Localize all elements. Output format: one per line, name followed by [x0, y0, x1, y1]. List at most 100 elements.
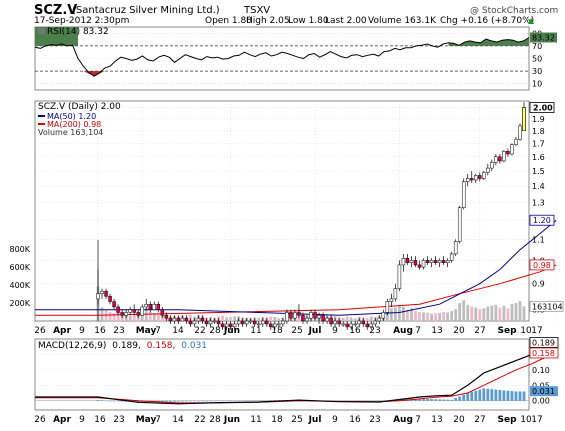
price-tick-label: 1.6: [532, 153, 545, 162]
macd-hist-bar: [136, 400, 140, 403]
rsi-last-value: 83.32: [532, 34, 555, 43]
x-axis-top-label: 27: [474, 326, 485, 336]
macd-hist-bar: [120, 400, 124, 402]
volume-bar: [128, 315, 132, 321]
candle-body: [228, 323, 233, 328]
candle-body: [361, 320, 365, 325]
volume-bar: [100, 307, 104, 321]
macd-hist-bar: [233, 400, 237, 402]
volume-bar: [478, 309, 482, 321]
company-name: (Santacruz Silver Mining Ltd.): [72, 5, 220, 16]
macd-hist-bar: [209, 400, 212, 402]
candle-body: [108, 296, 112, 302]
volume-bar: [510, 303, 514, 321]
candle-body: [445, 260, 450, 263]
macd-hist-bar: [502, 390, 506, 401]
macd-hist-bar: [229, 400, 233, 402]
x-axis-top-label: 10: [520, 326, 532, 336]
volume-label: Volume 163,104: [38, 128, 103, 137]
macd-label: MACD(12,26,9) 0.189, 0.158, 0.031: [38, 341, 207, 351]
price-tick-label: 1.4: [532, 182, 545, 191]
candle-body: [128, 309, 132, 313]
macd-hist-bar: [249, 400, 253, 402]
candle-body: [136, 312, 140, 316]
x-axis-bottom-label: Aug: [393, 415, 413, 425]
macd-hist-bar: [261, 400, 265, 401]
candle-body: [425, 260, 430, 263]
x-axis-top-label: May: [136, 326, 157, 336]
candle-body: [478, 175, 482, 179]
quote-date: 17-Sep-2012 2:30pm: [34, 16, 129, 26]
macd-hist-bar: [172, 400, 176, 402]
candle-body: [369, 323, 374, 328]
x-axis-bottom-label: 22: [194, 415, 205, 425]
x-axis-top-label: 17: [531, 326, 542, 336]
watermark: @ StockCharts.com: [470, 6, 558, 16]
x-axis-top-label: Jun: [223, 326, 240, 336]
x-axis-bottom-label: 25: [291, 415, 302, 425]
x-axis-top-label: 23: [369, 326, 380, 336]
volume-bar: [506, 308, 510, 321]
ma50-last-value: 1.20: [533, 216, 551, 225]
candle-body: [514, 139, 518, 145]
macd-line: [35, 341, 557, 405]
volume-bar: [353, 318, 357, 321]
macd-hist-bar: [253, 400, 257, 402]
candle-last-body: [522, 107, 526, 132]
x-axis-top-label: 18: [271, 326, 283, 336]
signal-last-badge: [529, 347, 559, 359]
candle-body: [510, 144, 514, 155]
x-axis-top-label: 23: [113, 326, 124, 336]
candle-body: [208, 320, 213, 325]
candle-body: [441, 260, 446, 263]
x-axis-bottom-label: 13: [431, 415, 442, 425]
macd-hist-bar: [365, 400, 369, 402]
volume-bar: [406, 310, 409, 321]
candle-body: [297, 312, 301, 316]
macd-hist-bar: [213, 400, 216, 402]
candle-body: [453, 241, 458, 255]
candle-body: [494, 156, 498, 163]
candle-body: [216, 320, 221, 325]
candle-body: [188, 320, 193, 325]
x-axis-top-label: Jul: [308, 326, 322, 336]
macd-panel: MACD(12,26,9) 0.189, 0.158, 0.031 0.150.…: [34, 336, 559, 411]
candle-body: [309, 312, 313, 319]
candle-body: [257, 323, 261, 326]
candle-body: [172, 317, 177, 322]
candle-body: [498, 156, 502, 162]
x-axis-top-label: Sep: [497, 326, 517, 336]
macd-label-hist: 0.031: [181, 341, 207, 351]
volume-bar: [189, 314, 192, 321]
volume-bar: [426, 312, 429, 321]
candle-body: [506, 151, 510, 155]
candles: [96, 102, 526, 330]
candle-body: [160, 309, 165, 316]
candle-body: [120, 312, 124, 316]
candle-body: [433, 260, 438, 263]
macd-label-value: 0.189,: [112, 341, 141, 351]
candle-body: [140, 306, 144, 316]
volume-bar: [518, 301, 522, 321]
candle-body: [277, 323, 281, 326]
candle-body: [377, 317, 382, 322]
macd-hist-bar: [422, 398, 425, 401]
macd-hist-bar: [357, 400, 361, 402]
exchange: TSXV: [243, 5, 270, 16]
candle-body: [232, 323, 237, 328]
candle-body: [333, 320, 337, 325]
rsi-line: [34, 37, 530, 77]
svg-text:SCZ.V: SCZ.V: [34, 3, 77, 18]
volume-bar: [502, 305, 506, 321]
x-axis-bottom-label: 26: [34, 415, 46, 425]
macd-hist-bar: [217, 400, 220, 402]
x-axis-top-label: 22: [194, 326, 205, 336]
x-axis-bottom-label: 23: [369, 415, 380, 425]
price-frame: [34, 100, 530, 322]
macd-hist-bar: [221, 400, 224, 402]
volume-bar: [430, 313, 433, 321]
candle-body: [96, 293, 100, 300]
candle-body: [325, 317, 329, 322]
x-axis-top-label: 16: [349, 326, 361, 336]
